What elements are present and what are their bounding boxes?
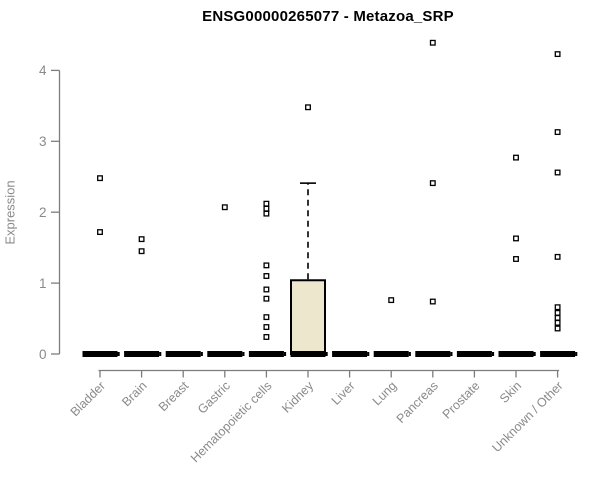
outlier-point bbox=[554, 304, 561, 311]
outlier-point bbox=[554, 314, 561, 321]
outlier-point bbox=[97, 175, 103, 182]
outlier-point bbox=[554, 319, 561, 326]
chart-title: ENSG00000265077 - Metazoa_SRP bbox=[202, 8, 454, 25]
median-bar-notch bbox=[491, 352, 495, 356]
outlier-point bbox=[429, 180, 436, 187]
outlier-point bbox=[429, 298, 436, 305]
median-bar bbox=[498, 351, 534, 357]
outlier-point bbox=[138, 248, 145, 255]
y-tick-label: 3 bbox=[39, 134, 47, 149]
median-bar bbox=[165, 351, 201, 357]
outlier-point bbox=[554, 169, 561, 176]
median-bar-notch bbox=[408, 352, 411, 356]
median-bar bbox=[290, 351, 326, 357]
x-category-label: Hematopoietic cells bbox=[188, 379, 275, 466]
median-bar bbox=[456, 351, 492, 357]
x-category-label: Brain bbox=[119, 379, 150, 410]
x-category-label: Gastric bbox=[195, 379, 233, 417]
median-bar bbox=[248, 351, 284, 357]
outlier-point bbox=[388, 297, 395, 304]
x-category-label: Bladder bbox=[68, 379, 108, 419]
median-bar-notch bbox=[242, 352, 245, 356]
median-bar bbox=[373, 351, 409, 357]
outlier-point bbox=[513, 256, 519, 262]
y-axis-title: Expression bbox=[2, 180, 18, 245]
outlier-point bbox=[554, 309, 561, 316]
median-bar-notch bbox=[117, 352, 120, 356]
x-category-label: Liver bbox=[329, 379, 358, 408]
outlier-point bbox=[513, 235, 519, 242]
x-category-label: Lung bbox=[370, 379, 400, 409]
median-bar-notch bbox=[533, 352, 536, 356]
median-bar-notch bbox=[200, 352, 203, 356]
median-bar-notch bbox=[367, 352, 370, 356]
median-bar bbox=[124, 351, 160, 357]
median-bar-notch bbox=[159, 352, 162, 356]
x-category-label: Unknown / Other bbox=[489, 379, 565, 455]
outlier-point bbox=[221, 204, 228, 211]
outlier-point bbox=[263, 210, 270, 217]
outlier-point bbox=[138, 236, 145, 243]
outlier-point bbox=[554, 325, 561, 332]
box-body bbox=[290, 279, 326, 356]
median-bar-notch bbox=[575, 352, 578, 356]
median-bar bbox=[207, 351, 243, 357]
y-tick-label: 1 bbox=[39, 276, 47, 291]
y-tick-label: 2 bbox=[39, 205, 47, 220]
outlier-point bbox=[263, 200, 270, 207]
x-category-label: Prostate bbox=[440, 379, 483, 422]
outlier-point bbox=[263, 314, 270, 321]
median-bar-notch bbox=[325, 352, 328, 356]
outlier-point bbox=[305, 104, 311, 111]
median-bar bbox=[540, 351, 576, 357]
median-bar bbox=[332, 351, 368, 357]
outlier-point bbox=[263, 273, 270, 279]
x-category-label: Kidney bbox=[279, 378, 316, 415]
x-category-label: Breast bbox=[156, 378, 192, 414]
median-bar bbox=[82, 351, 118, 357]
outlier-point bbox=[263, 295, 270, 302]
x-category-label: Skin bbox=[497, 379, 524, 406]
outlier-point bbox=[263, 334, 270, 340]
median-bar bbox=[415, 351, 451, 357]
outlier-point bbox=[263, 205, 270, 212]
outlier-point bbox=[97, 229, 103, 236]
x-category-label: Pancreas bbox=[394, 379, 441, 426]
outlier-point bbox=[554, 253, 561, 260]
y-tick-label: 0 bbox=[39, 347, 47, 362]
outlier-point bbox=[429, 39, 436, 46]
outlier-point bbox=[263, 324, 270, 331]
outlier-point bbox=[263, 262, 270, 269]
median-bar-notch bbox=[450, 352, 453, 356]
y-tick-label: 4 bbox=[39, 63, 47, 78]
outlier-point bbox=[263, 286, 270, 293]
outlier-point bbox=[554, 51, 561, 58]
outlier-point bbox=[513, 154, 519, 161]
median-bar-notch bbox=[283, 352, 287, 356]
outlier-point bbox=[554, 129, 561, 136]
